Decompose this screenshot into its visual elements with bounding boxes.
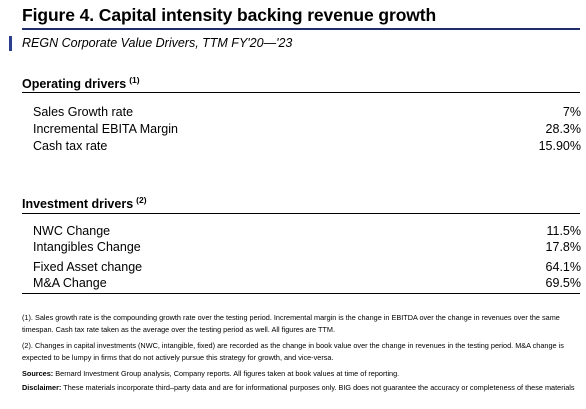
table-row: NWC Change 11.5% xyxy=(33,224,581,241)
operating-drivers-title: Operating drivers xyxy=(22,77,127,91)
footnote-1: (1). Sales growth rate is the compoundin… xyxy=(22,313,560,334)
row-label: Intangibles Change xyxy=(33,240,141,254)
sources-text: Bernard Investment Group analysis, Compa… xyxy=(55,369,400,378)
row-label: Fixed Asset change xyxy=(33,260,143,274)
row-label: M&A Change xyxy=(33,276,107,290)
investment-drivers-heading: Investment drivers (2) xyxy=(22,195,147,211)
operating-drivers-rule xyxy=(22,92,580,93)
row-value: 15.90% xyxy=(538,139,581,153)
footnote-2: (2). Changes in capital investments (NWC… xyxy=(22,341,564,362)
sources-label: Sources: xyxy=(22,369,54,378)
row-label: Cash tax rate xyxy=(33,139,108,153)
table-bottom-rule xyxy=(22,293,580,294)
figure-title: Figure 4. Capital intensity backing reve… xyxy=(22,5,437,25)
row-value: 28.3% xyxy=(545,122,581,136)
table-row: Fixed Asset change 64.1% xyxy=(33,260,581,277)
table-row: Cash tax rate 15.90% xyxy=(33,139,581,156)
disclaimer-label: Disclaimer: xyxy=(22,383,62,392)
investment-drivers-note-ref: (2) xyxy=(136,195,147,205)
row-value: 64.1% xyxy=(545,260,581,274)
row-label: Sales Growth rate xyxy=(33,105,134,119)
disclaimer-text: These materials incorporate third–party … xyxy=(63,383,575,392)
sources-note: Sources: Bernard Investment Group analys… xyxy=(22,368,578,380)
investment-drivers-rule xyxy=(22,213,580,214)
row-label: Incremental EBITA Margin xyxy=(33,122,178,136)
table-row: Sales Growth rate 7% xyxy=(33,105,581,122)
table-row: Intangibles Change 17.8% xyxy=(33,240,581,257)
table-row: Incremental EBITA Margin 28.3% xyxy=(33,122,581,139)
subtitle-accent-bar xyxy=(9,36,12,51)
row-value: 17.8% xyxy=(545,240,581,254)
title-underline xyxy=(22,28,580,30)
table-row: M&A Change 69.5% xyxy=(33,276,581,293)
row-value: 7% xyxy=(562,105,581,119)
row-value: 69.5% xyxy=(545,276,581,290)
row-label: NWC Change xyxy=(33,224,111,238)
operating-drivers-heading: Operating drivers (1) xyxy=(22,75,140,91)
operating-drivers-note-ref: (1) xyxy=(129,75,140,85)
disclaimer-note: Disclaimer: These materials incorporate … xyxy=(22,382,578,394)
figure-subtitle: REGN Corporate Value Drivers, TTM FY'20—… xyxy=(22,36,293,50)
investment-drivers-title: Investment drivers xyxy=(22,197,134,211)
row-value: 11.5% xyxy=(546,224,581,238)
